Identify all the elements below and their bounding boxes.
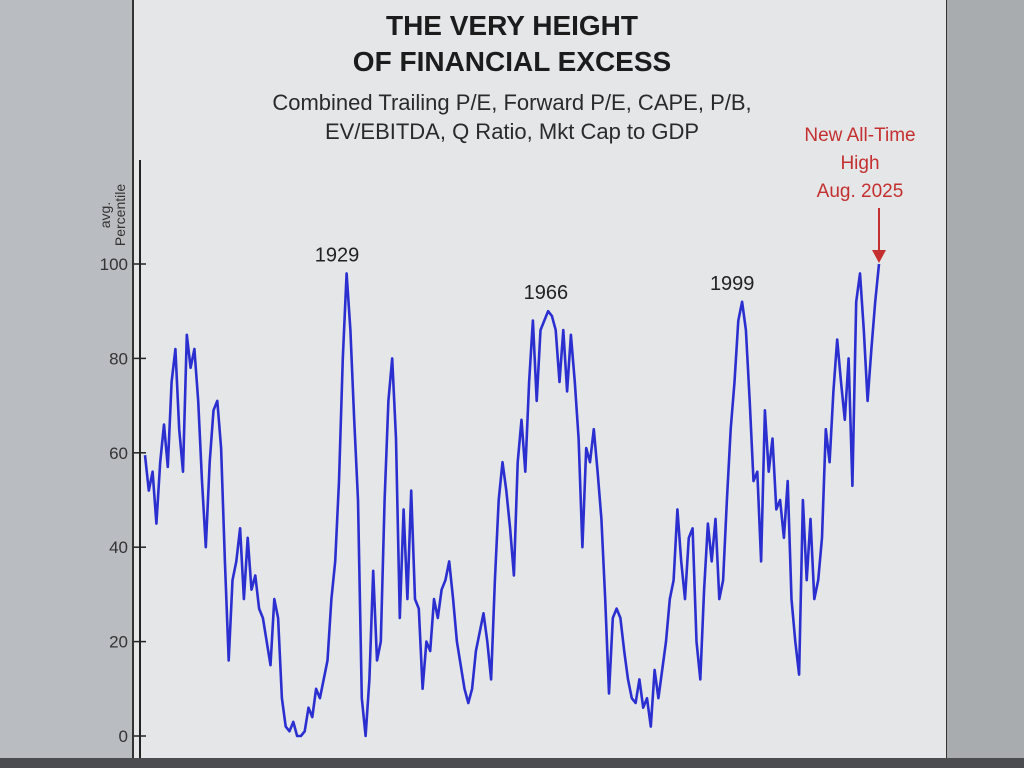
- screen-bottom-edge: [0, 758, 1024, 768]
- y-tick-label: 20: [109, 633, 128, 652]
- y-tick-label: 40: [109, 538, 128, 557]
- chart-subtitle-line-2: EV/EBITDA, Q Ratio, Mkt Cap to GDP: [324, 119, 700, 144]
- chart-panel: [132, 0, 949, 768]
- screen-bezel: [947, 0, 1024, 768]
- y-tick-label: 0: [119, 727, 128, 746]
- annotation-line-3: Aug. 2025: [816, 181, 904, 202]
- all-time-high-annotation: New All-Time High Aug. 2025: [770, 122, 950, 206]
- peak-label-1966: 1966: [524, 282, 569, 304]
- series-line: [143, 263, 881, 738]
- annotation-line-1: New All-Time: [804, 125, 916, 146]
- y-tick-label: 100: [100, 255, 128, 274]
- chart-subtitle-line-1: Combined Trailing P/E, Forward P/E, CAPE…: [272, 90, 752, 115]
- peak-label-1999: 1999: [710, 273, 755, 295]
- chart-title-line-2: OF FINANCIAL EXCESS: [352, 46, 672, 77]
- arrow-head-icon: [872, 250, 886, 263]
- chart-title-line-1: THE VERY HEIGHT: [385, 10, 639, 41]
- annotation-line-2: High: [840, 153, 880, 174]
- y-tick-label: 60: [109, 444, 128, 463]
- y-tick-label: 80: [109, 349, 128, 368]
- peak-label-1929: 1929: [315, 244, 360, 266]
